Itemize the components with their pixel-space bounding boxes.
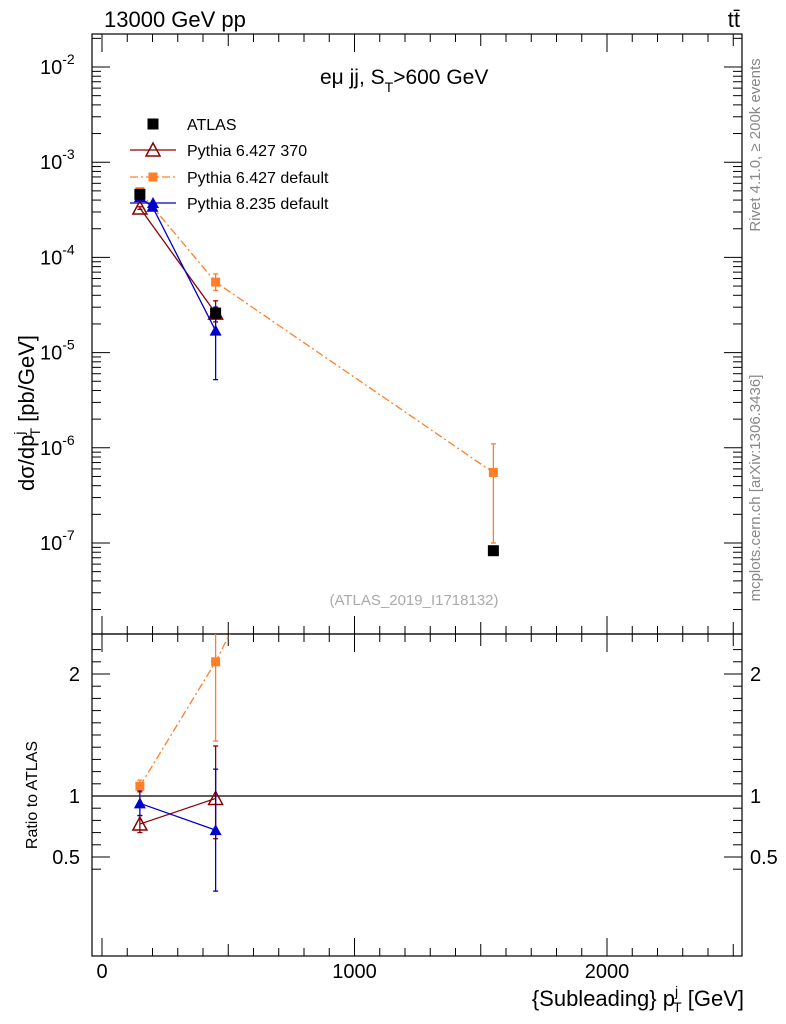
series-line	[139, 191, 494, 474]
ratio-y-tick-labels-left: 0.5 1 2	[52, 664, 80, 869]
main-y-tick-label: 10-7	[40, 527, 75, 555]
main-series-pythia-8-235-default	[133, 191, 222, 381]
x-tick-label: 0	[96, 961, 107, 983]
main-y-axis-title: dσ/dpjT [pb/GeV]	[11, 335, 43, 491]
data-point	[489, 108, 498, 117]
ratio-y-tick-label: 0.5	[750, 847, 778, 869]
x-axis-title: {Subleading} pj T [GeV]	[532, 983, 744, 1015]
legend: ATLAS Pythia 6.427 370 Pythia 6.427 defaul…	[130, 117, 329, 213]
ratio-series-pythia-6-427-370	[131, 745, 224, 840]
data-point	[211, 657, 221, 667]
data-point	[146, 200, 159, 212]
legend-marker	[147, 118, 159, 130]
ratio-series-pythia-8-235-default	[133, 768, 222, 892]
legend-label: Pythia 8.235 default	[187, 196, 329, 213]
main-axis-ticks	[92, 34, 742, 634]
main-y-tick-label: 10-6	[40, 432, 75, 460]
ratio-y-tick-label: 0.5	[52, 847, 80, 869]
x-tick-label: 1000	[332, 961, 377, 983]
main-series-layer	[131, 187, 499, 557]
legend-label: ATLAS	[187, 117, 237, 134]
legend-marker	[144, 141, 162, 157]
data-point	[133, 797, 146, 809]
main-y-tick-label: 10-3	[40, 146, 75, 174]
analysis-id-label: (ATLAS_2019_I1718132)	[329, 592, 498, 609]
data-point	[209, 324, 222, 336]
series-line	[139, 207, 217, 314]
header-process-label: tt̄	[728, 7, 740, 32]
series-line	[139, 196, 217, 331]
legend-entry: Pythia 6.427 370	[130, 141, 307, 160]
legend-entry: Pythia 8.235 default	[130, 196, 329, 213]
ratio-series-layer	[92, 108, 742, 892]
data-point	[488, 468, 498, 478]
mcplots-label: mcplots.cern.ch [arXiv:1306.3436]	[747, 375, 764, 602]
data-point	[209, 824, 222, 836]
data-point	[134, 188, 146, 200]
series-line	[139, 634, 231, 787]
data-point	[135, 781, 145, 791]
header-beam-label: 13000 GeV pp	[104, 7, 246, 32]
x-tick-label: 2000	[585, 961, 630, 983]
ratio-y-tick-label: 1	[69, 786, 80, 808]
main-series-pythia-6-427-370	[131, 199, 224, 323]
main-series-atlas	[134, 188, 499, 557]
main-y-tick-label: 10-5	[40, 337, 75, 365]
series-line	[139, 797, 216, 825]
legend-marker	[148, 172, 158, 182]
ratio-y-tick-label: 1	[750, 786, 761, 808]
main-y-tick-labels: 10-2 10-3 10-4 10-5 10-6 10-7	[40, 51, 75, 555]
data-point	[487, 545, 499, 557]
data-point	[131, 815, 149, 831]
ratio-x-tick-labels: 0 1000 2000	[96, 961, 629, 983]
ratio-y-tick-label: 2	[69, 664, 80, 686]
main-plot-title: eμ jj, ST>600 GeV	[320, 66, 488, 95]
data-point	[210, 307, 222, 319]
legend-entry: Pythia 6.427 default	[130, 170, 329, 187]
main-series-pythia-6-427-default	[135, 187, 498, 544]
rivet-version-label: Rivet 4.1.0, ≥ 200k events	[747, 58, 764, 231]
legend-label: Pythia 6.427 370	[187, 143, 307, 160]
ratio-axis-ticks	[92, 634, 742, 956]
data-point	[211, 277, 221, 287]
ratio-y-axis-title: Ratio to ATLAS	[24, 741, 41, 849]
main-y-tick-label: 10-2	[40, 51, 75, 79]
main-y-tick-label: 10-4	[40, 241, 75, 269]
data-point	[131, 199, 149, 215]
legend-label: Pythia 6.427 default	[187, 170, 329, 187]
ratio-y-tick-label: 2	[750, 664, 761, 686]
series-line	[139, 802, 216, 831]
ratio-plot-frame	[91, 633, 743, 957]
legend-entry: ATLAS	[147, 117, 237, 134]
ratio-y-tick-labels-right: 0.5 1 2	[750, 664, 778, 869]
